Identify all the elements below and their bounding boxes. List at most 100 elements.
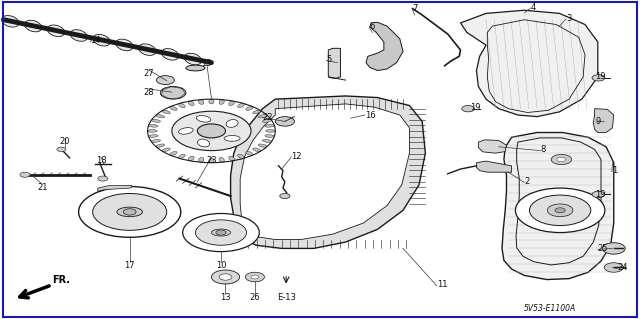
Text: 22: 22 [262,113,273,122]
Polygon shape [98,186,132,191]
Text: 19: 19 [470,103,481,112]
Circle shape [602,243,625,254]
Ellipse shape [162,110,170,114]
Ellipse shape [188,156,194,161]
Circle shape [182,213,259,252]
Ellipse shape [253,110,260,114]
Text: 21: 21 [37,183,47,192]
Text: 19: 19 [595,72,605,81]
Text: 15: 15 [201,59,212,69]
Circle shape [245,272,264,282]
Circle shape [275,117,294,126]
Ellipse shape [219,100,225,104]
Polygon shape [366,22,403,70]
Ellipse shape [161,48,179,60]
Ellipse shape [198,158,204,162]
Ellipse shape [24,20,42,32]
Ellipse shape [148,124,158,127]
Polygon shape [593,109,614,132]
Ellipse shape [179,103,185,108]
Ellipse shape [138,44,156,56]
Ellipse shape [179,154,185,159]
Ellipse shape [179,128,193,134]
Ellipse shape [196,115,211,122]
Text: 27: 27 [143,69,154,78]
Text: 9: 9 [596,117,601,126]
Circle shape [124,209,136,215]
Text: 2: 2 [524,177,530,186]
Ellipse shape [228,156,234,161]
Ellipse shape [266,130,275,132]
Circle shape [197,124,225,138]
Ellipse shape [262,139,271,142]
Ellipse shape [209,158,214,163]
Text: E-13: E-13 [276,293,296,302]
Polygon shape [476,161,511,172]
Ellipse shape [246,152,253,155]
Ellipse shape [117,207,143,217]
Text: 3: 3 [566,14,572,23]
Polygon shape [478,140,506,153]
Ellipse shape [211,229,230,236]
Circle shape [79,187,180,237]
Ellipse shape [151,119,161,122]
Circle shape [547,204,573,217]
Ellipse shape [228,101,234,106]
Ellipse shape [246,107,253,110]
Ellipse shape [170,152,177,155]
Text: 20: 20 [60,137,70,146]
Polygon shape [328,48,340,78]
Ellipse shape [151,139,161,142]
Text: 26: 26 [250,293,260,302]
Circle shape [604,263,623,272]
Polygon shape [502,132,614,279]
Ellipse shape [219,158,225,162]
Text: 28: 28 [143,88,154,97]
Text: 4: 4 [531,3,536,11]
Ellipse shape [237,103,244,108]
Ellipse shape [237,154,244,159]
Ellipse shape [184,53,202,65]
Ellipse shape [209,99,214,104]
Circle shape [515,188,605,233]
Ellipse shape [70,30,88,41]
Ellipse shape [170,107,177,110]
Ellipse shape [226,120,238,127]
Ellipse shape [156,115,164,118]
Ellipse shape [47,25,65,37]
Text: 8: 8 [540,145,546,154]
Ellipse shape [156,144,164,147]
Text: 7: 7 [413,4,418,13]
Ellipse shape [1,16,19,27]
Circle shape [157,76,174,85]
Circle shape [555,208,565,213]
Circle shape [216,230,226,235]
Circle shape [462,106,474,112]
Circle shape [57,147,66,152]
Circle shape [592,75,605,81]
Ellipse shape [186,65,205,71]
Text: 19: 19 [595,190,605,199]
Text: 25: 25 [598,244,608,253]
Circle shape [93,194,167,230]
Text: 16: 16 [365,111,375,120]
Ellipse shape [93,34,110,46]
Ellipse shape [265,124,275,127]
Text: 14: 14 [90,36,100,45]
Ellipse shape [188,101,194,106]
Text: 1: 1 [612,166,617,175]
Text: 11: 11 [437,280,447,289]
Text: 13: 13 [220,293,231,302]
Ellipse shape [259,115,267,118]
Ellipse shape [262,119,271,122]
Polygon shape [461,10,598,117]
Ellipse shape [148,130,157,132]
Circle shape [161,86,186,99]
Ellipse shape [198,139,209,147]
Ellipse shape [224,136,240,141]
Text: 17: 17 [124,261,135,270]
Polygon shape [230,96,426,249]
Circle shape [20,172,30,177]
Text: 6: 6 [369,22,374,31]
Circle shape [251,275,259,279]
